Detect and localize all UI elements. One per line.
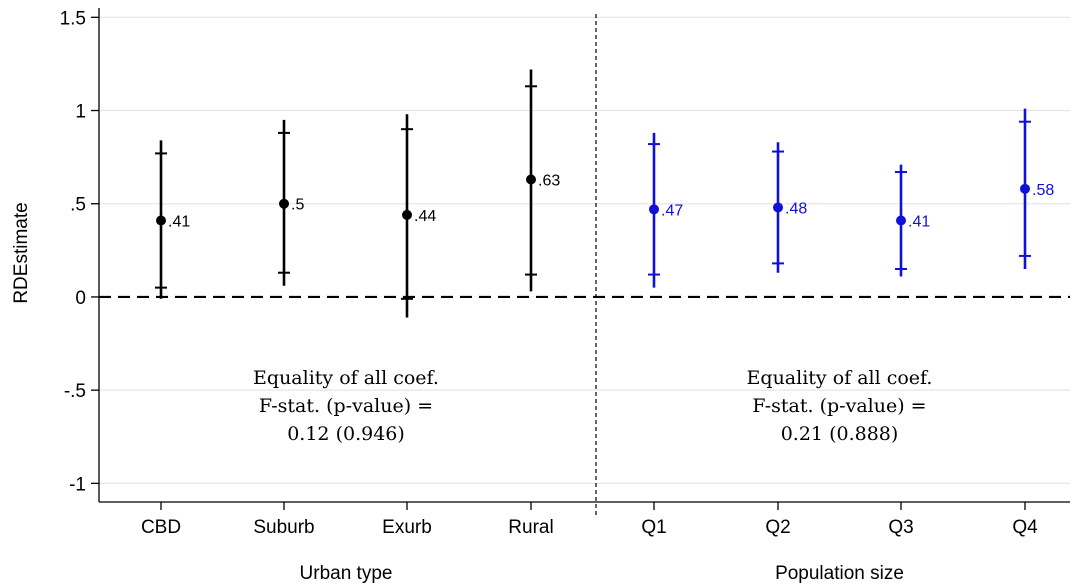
point-exurb-estimate-marker (402, 209, 412, 220)
x-tick-label-rural: Rural (508, 517, 553, 538)
equality-note-line: 0.21 (0.888) (781, 423, 899, 445)
point-q4-estimate-marker (1020, 183, 1030, 194)
x-tick-label-q1: Q1 (641, 517, 666, 538)
panel-urban-type: .41 CBD .5 Suburb .44 Exurb .63 Rural Urban type… (141, 69, 560, 584)
point-suburb-estimate-marker (279, 198, 289, 209)
point-q4-value-label: .58 (1032, 182, 1054, 199)
point-q2-estimate-marker (773, 202, 783, 213)
equality-note-line: F-stat. (p-value) = (752, 395, 926, 417)
point-q3-estimate-marker (896, 215, 906, 226)
x-axis-title-population-size: Population size (775, 563, 904, 584)
point-rural-estimate-marker (526, 174, 536, 185)
y-tick-label: 0 (75, 288, 86, 309)
equality-note-line: 0.12 (0.946) (287, 423, 405, 445)
x-tick-label-q3: Q3 (888, 517, 913, 538)
panels: .41 CBD .5 Suburb .44 Exurb .63 Rural Urban type… (141, 69, 1054, 584)
point-suburb-value-label: .5 (291, 197, 304, 214)
point-cbd-value-label: .41 (168, 214, 190, 231)
panel-population-size: .47 Q1 .48 Q2 .41 Q3 .58 Q4 Population size Equal… (641, 108, 1054, 584)
point-q3-value-label: .41 (908, 214, 930, 231)
point-cbd-estimate-marker (156, 215, 166, 226)
point-q2-value-label: .48 (785, 200, 807, 217)
point-q1-value-label: .47 (661, 202, 683, 219)
point-rural-value-label: .63 (538, 173, 560, 190)
equality-note-line: Equality of all coef. (747, 367, 933, 389)
y-axis-title: RDEstimate (11, 202, 32, 303)
y-axis: 1.51.50-.5-1 (60, 8, 1070, 503)
equality-note-line: F-stat. (p-value) = (259, 395, 433, 417)
x-tick-label-q4: Q4 (1012, 517, 1038, 538)
y-tick-label: -.5 (64, 381, 86, 402)
equality-note-line: Equality of all coef. (253, 367, 439, 389)
x-tick-label-exurb: Exurb (382, 517, 432, 538)
point-q1-estimate-marker (649, 204, 659, 215)
y-tick-label: .5 (70, 195, 86, 216)
y-tick-label: 1.5 (60, 8, 86, 29)
gridlines (99, 16, 1070, 484)
x-axis-title-urban-type: Urban type (300, 563, 393, 584)
y-tick-label: -1 (69, 474, 86, 495)
x-tick-label-suburb: Suburb (253, 517, 314, 538)
reference-lines (99, 14, 1070, 517)
y-tick-label: 1 (75, 102, 86, 123)
point-exurb-value-label: .44 (414, 208, 436, 225)
x-tick-label-cbd: CBD (141, 517, 181, 538)
x-tick-label-q2: Q2 (765, 517, 790, 538)
